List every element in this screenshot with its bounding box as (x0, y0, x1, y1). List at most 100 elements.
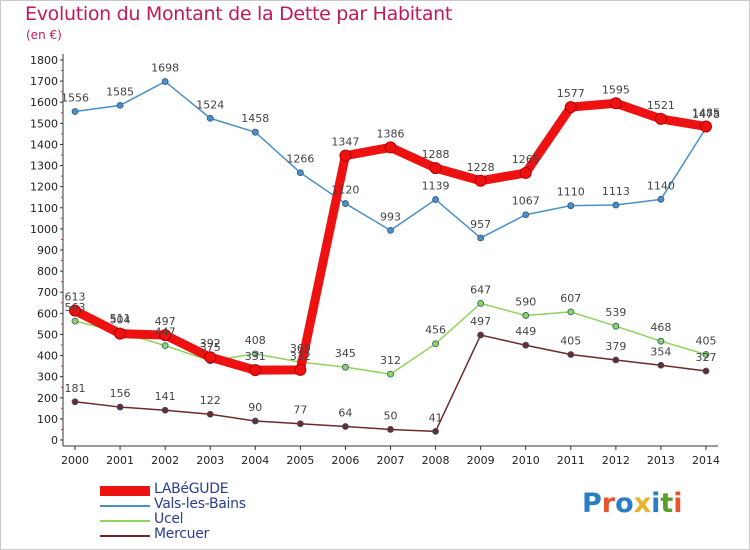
data-label: 1120 (331, 184, 359, 197)
data-label: 539 (605, 306, 626, 319)
data-label: 50 (384, 409, 398, 422)
data-label: 181 (65, 382, 86, 395)
data-label: 456 (425, 324, 446, 337)
data-point (251, 350, 259, 358)
data-label: 1266 (286, 153, 314, 166)
data-label: 563 (65, 301, 86, 314)
logo-letter: r (601, 488, 616, 519)
data-point (702, 367, 710, 375)
data-point (296, 169, 304, 177)
data-point (342, 200, 349, 207)
logo-letter: x (633, 488, 652, 519)
data-label: 122 (200, 394, 221, 407)
data-label: 354 (650, 345, 671, 358)
data-label: 497 (470, 315, 491, 328)
data-label: 141 (155, 390, 176, 403)
data-point (432, 340, 439, 348)
data-label: 1698 (151, 62, 179, 75)
data-label: 1524 (196, 98, 224, 111)
logo-letter: i (651, 488, 661, 519)
x-tick-label: 2010 (512, 454, 540, 467)
data-label: 1139 (422, 180, 450, 193)
data-point (294, 363, 307, 376)
data-point (71, 108, 79, 115)
data-label: 590 (515, 295, 536, 308)
data-point (567, 351, 575, 358)
data-label: 1595 (602, 83, 630, 96)
data-label: 1288 (422, 148, 450, 161)
x-tick-label: 2009 (467, 454, 495, 467)
data-label: 1478 (692, 108, 720, 121)
data-label: 1521 (647, 99, 675, 112)
data-point (71, 317, 79, 325)
x-tick-label: 2011 (557, 454, 585, 467)
x-tick-label: 2013 (647, 454, 675, 467)
logo-letter: P (582, 488, 602, 519)
data-point (432, 196, 439, 203)
x-tick-label: 2006 (331, 454, 359, 467)
data-label: 1585 (106, 85, 134, 98)
data-point (206, 114, 214, 122)
data-label: 345 (335, 347, 356, 360)
data-point (204, 351, 217, 364)
y-tick-label: 1200 (30, 181, 58, 194)
x-tick-label: 2004 (241, 454, 269, 467)
data-label: 375 (200, 341, 221, 354)
data-label: 1110 (557, 186, 585, 199)
data-point (116, 101, 124, 109)
data-point (612, 322, 620, 330)
data-point (251, 128, 259, 136)
data-label: 613 (65, 291, 86, 304)
data-label: 957 (470, 218, 491, 231)
data-label: 90 (248, 401, 262, 414)
data-label: 64 (338, 406, 352, 419)
legend-swatch (100, 504, 150, 507)
data-point (387, 370, 394, 378)
data-label: 1556 (61, 92, 89, 105)
data-point (567, 308, 575, 316)
legend-label: Mercuer (154, 526, 209, 542)
data-label: 1067 (512, 195, 540, 208)
data-label: 77 (293, 404, 307, 417)
data-point (161, 342, 169, 350)
data-label: 1265 (512, 153, 540, 166)
data-label: 379 (605, 340, 626, 353)
data-point (251, 417, 259, 425)
logo-letter: o (615, 488, 634, 519)
data-label: 1577 (557, 87, 585, 100)
data-label: 504 (110, 314, 131, 327)
data-point (387, 426, 394, 433)
x-tick-label: 2005 (286, 454, 314, 467)
data-point (296, 420, 304, 428)
logo-letter: i (673, 488, 683, 519)
y-tick-label: 100 (37, 413, 58, 426)
y-tick-label: 400 (37, 350, 58, 363)
data-point (519, 166, 532, 179)
data-point (657, 195, 665, 203)
data-label: 1386 (377, 127, 405, 140)
data-point (474, 174, 487, 187)
y-tick-label: 300 (37, 371, 58, 384)
data-point (69, 304, 81, 317)
data-point (654, 112, 667, 125)
data-point (612, 356, 620, 364)
data-label: 1113 (602, 185, 630, 198)
data-point (477, 234, 485, 242)
data-point (429, 162, 442, 175)
data-label: 449 (515, 325, 536, 338)
data-label: 468 (650, 321, 671, 334)
data-point (249, 364, 262, 377)
x-tick-label: 2002 (151, 454, 179, 467)
data-point (522, 341, 530, 349)
data-label: 156 (110, 387, 131, 400)
data-label: 405 (560, 335, 581, 348)
x-tick-label: 2008 (422, 454, 450, 467)
data-point (567, 202, 575, 210)
data-label: 408 (245, 334, 266, 347)
data-point (522, 211, 530, 219)
logo-letter: t (660, 488, 674, 519)
data-point (114, 327, 127, 340)
x-tick-label: 2000 (61, 454, 89, 467)
data-point (477, 300, 485, 307)
y-tick-label: 1000 (30, 223, 58, 236)
